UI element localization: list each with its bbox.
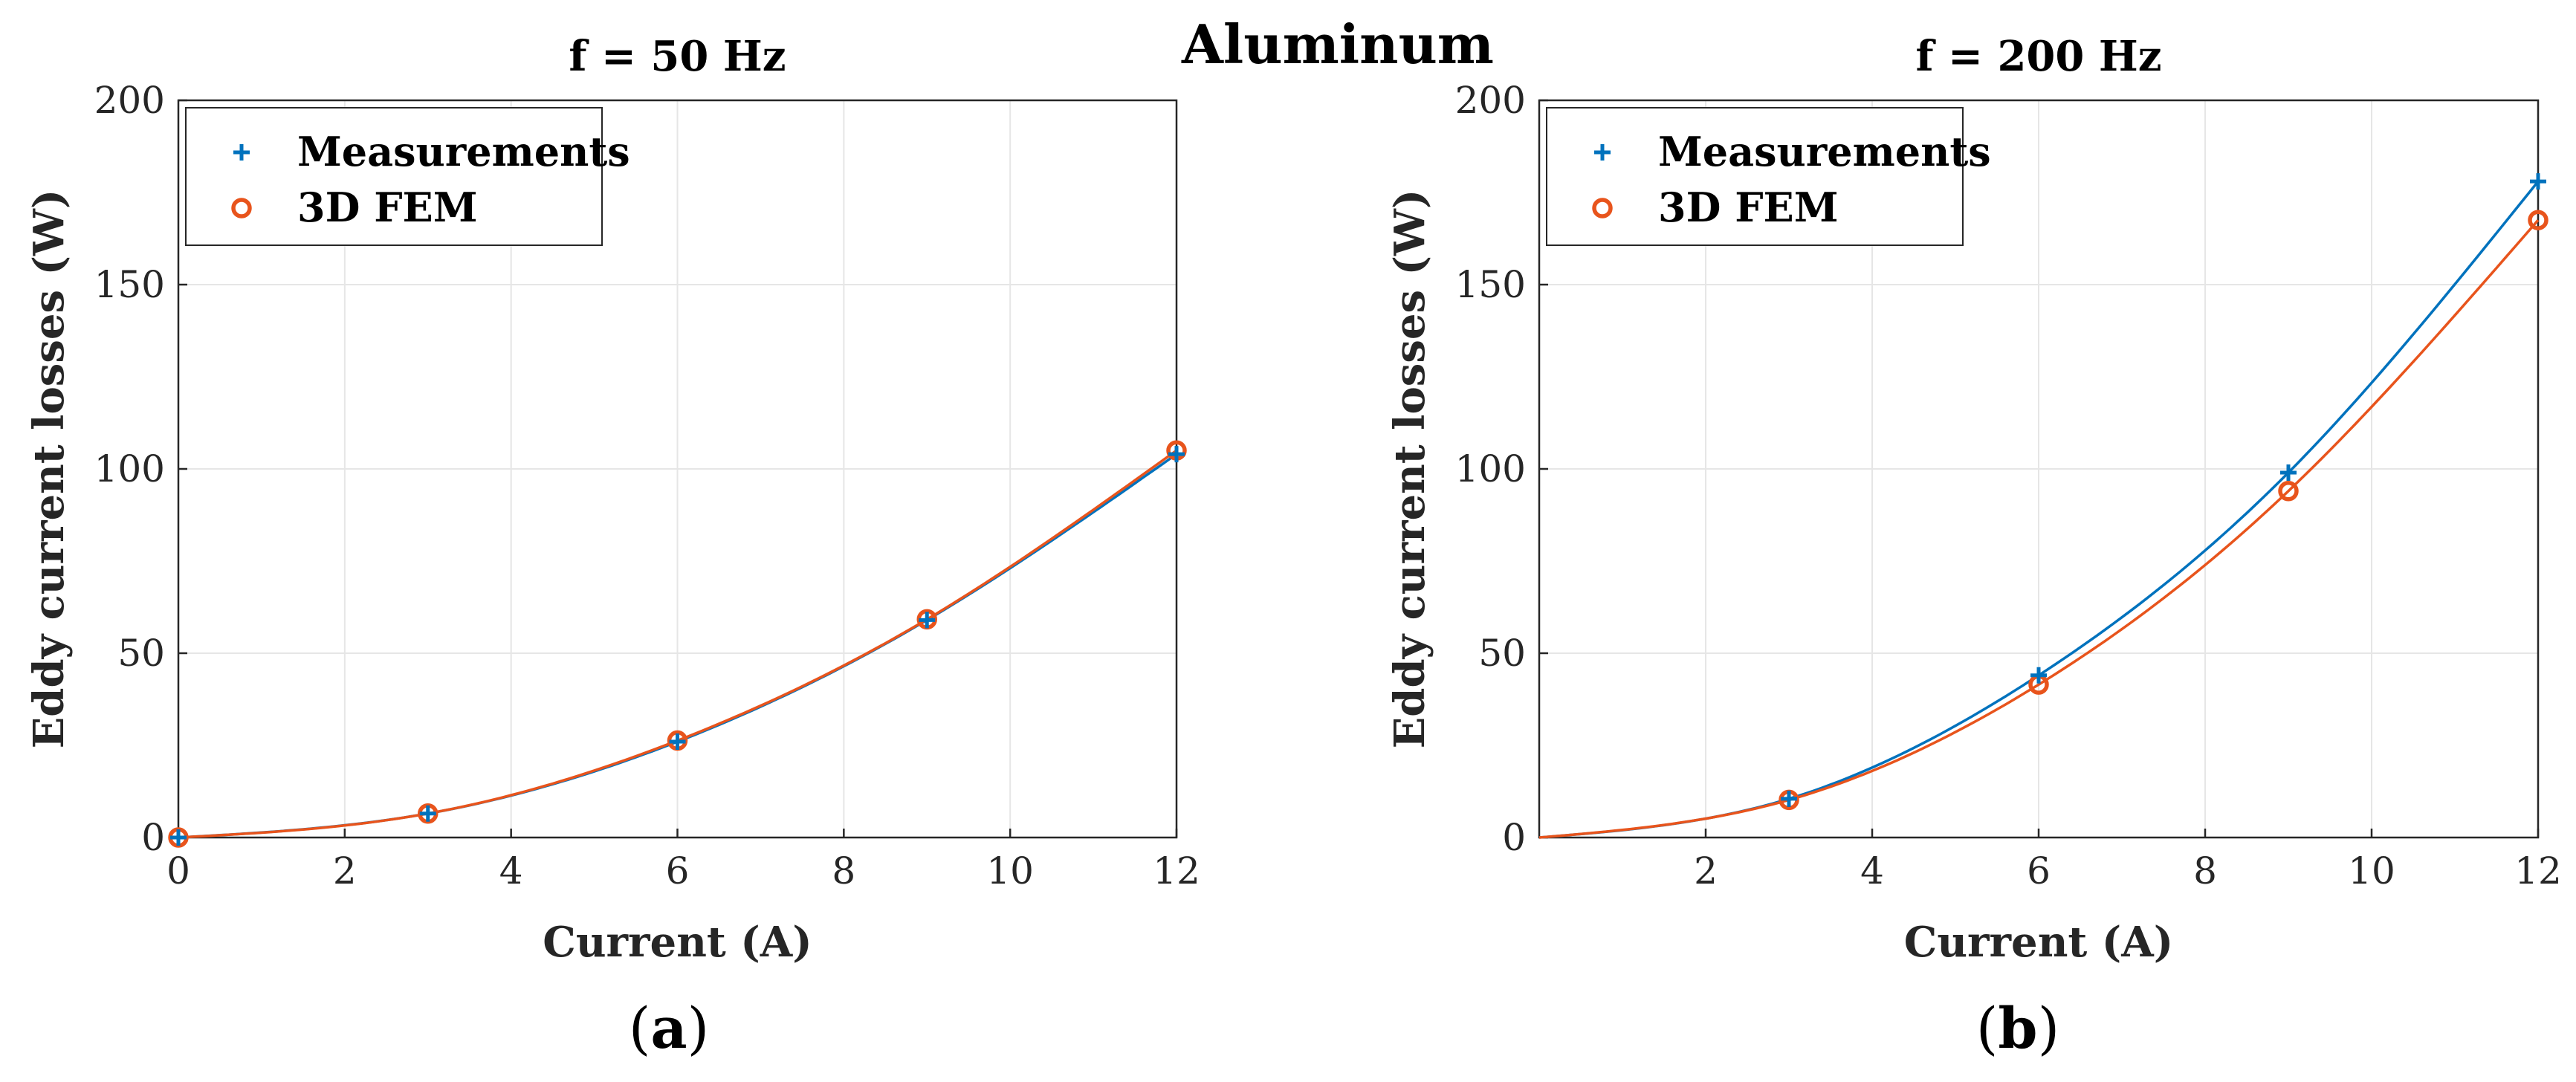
legend-measurements-marker xyxy=(1594,144,1611,161)
measurement-point xyxy=(419,805,436,822)
measurement-point xyxy=(170,829,187,846)
panel-caption: (a) xyxy=(629,995,710,1061)
legend-fem-marker xyxy=(1592,198,1613,218)
caption-close-paren: ) xyxy=(2038,995,2060,1061)
measurement-point xyxy=(2280,464,2297,481)
x-tick-label: 6 xyxy=(2027,849,2051,893)
legend: Measurements 3D FEM xyxy=(1546,107,1991,246)
series-line-fem xyxy=(1538,219,2540,839)
y-tick-label: 150 xyxy=(94,263,165,306)
measurement-point xyxy=(2530,173,2546,190)
chart-title: f = 200 Hz xyxy=(1915,32,2161,81)
legend-measurements-label: Measurements xyxy=(297,128,630,175)
caption-letter: a xyxy=(650,995,687,1061)
legend-fem-marker xyxy=(231,198,252,218)
legend: Measurements 3D FEM xyxy=(185,107,630,246)
legend-box xyxy=(1546,107,1964,246)
x-tick-label: 8 xyxy=(832,849,855,893)
x-tick-label: 4 xyxy=(499,849,523,893)
y-tick-label: 0 xyxy=(1502,816,1526,859)
measurement-point xyxy=(919,612,936,629)
measurement-point xyxy=(1781,790,1797,807)
caption-letter: b xyxy=(1998,995,2037,1061)
x-tick-label: 6 xyxy=(666,849,690,893)
legend-measurements-marker xyxy=(233,144,250,161)
y-tick-label: 100 xyxy=(1455,447,1526,490)
chart-panel-b: 2 4 6 8 10 12 0 50 100 150 200 f = 200 Hz Current (A… xyxy=(1385,32,2562,1061)
y-tick-label: 150 xyxy=(1455,263,1526,306)
measurement-point xyxy=(2030,667,2047,684)
y-axis-label: Eddy current losses (W) xyxy=(1385,189,1434,749)
caption-open-paren: ( xyxy=(1976,995,1999,1061)
x-tick-label: 4 xyxy=(1860,849,1884,893)
x-tick-label: 12 xyxy=(1153,849,1200,893)
y-tick-label: 100 xyxy=(94,447,165,490)
y-tick-label: 200 xyxy=(94,79,165,122)
chart-title: f = 50 Hz xyxy=(569,32,786,81)
panel-caption: (b) xyxy=(1976,995,2059,1061)
figure-suptitle: Aluminum xyxy=(1181,13,1494,76)
x-tick-label: 0 xyxy=(166,849,190,893)
chart-panel-a: 0 2 4 6 8 10 12 0 50 100 150 200 f = 50 Hz Current (A… xyxy=(25,32,1200,1061)
x-axis-label: Current (A) xyxy=(543,918,812,967)
x-tick-label: 10 xyxy=(986,849,1034,893)
legend-fem-label: 3D FEM xyxy=(297,184,477,231)
y-tick-label: 50 xyxy=(117,632,165,675)
y-tick-label: 50 xyxy=(1478,632,1526,675)
fem-point xyxy=(2278,481,2299,502)
x-tick-label: 12 xyxy=(2514,849,2562,893)
x-tick-label: 8 xyxy=(2193,849,2217,893)
legend-fem-label: 3D FEM xyxy=(1658,184,1838,231)
caption-open-paren: ( xyxy=(629,995,651,1061)
y-tick-label: 200 xyxy=(1455,79,1526,122)
legend-box xyxy=(185,107,603,246)
legend-measurements-label: Measurements xyxy=(1658,128,1991,175)
x-tick-label: 2 xyxy=(1694,849,1718,893)
caption-close-paren: ) xyxy=(687,995,710,1061)
x-axis-label: Current (A) xyxy=(1904,918,2173,967)
measurement-point xyxy=(669,733,686,751)
y-axis-label: Eddy current losses (W) xyxy=(25,189,74,749)
measurement-point xyxy=(1168,446,1185,463)
x-tick-label: 10 xyxy=(2348,849,2395,893)
x-tick-label: 2 xyxy=(333,849,357,893)
fem-point xyxy=(2528,210,2549,230)
y-tick-label: 0 xyxy=(141,816,165,859)
